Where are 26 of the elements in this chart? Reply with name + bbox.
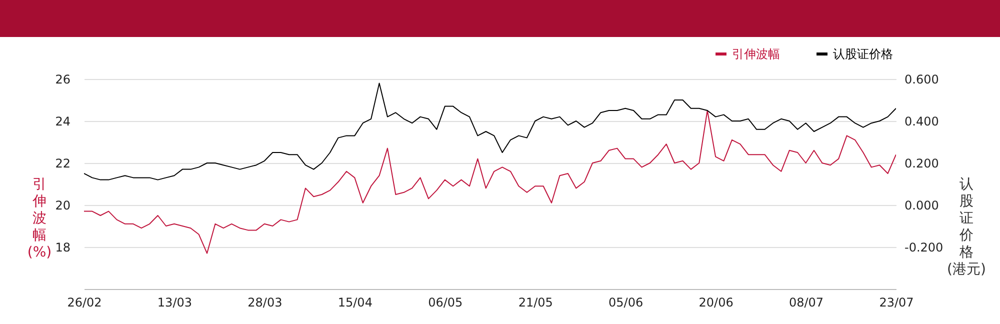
y2-tick-label: 0.400 bbox=[904, 114, 939, 128]
x-tick-label: 06/05 bbox=[428, 296, 463, 310]
y2-tick-label: 0.200 bbox=[904, 156, 939, 170]
x-tick-label: 20/06 bbox=[698, 296, 734, 310]
y2-tick-label: 0.000 bbox=[904, 198, 939, 212]
x-tick-label: 23/07 bbox=[879, 296, 914, 310]
x-tick-label: 08/07 bbox=[788, 296, 824, 310]
x-tick-label: 26/02 bbox=[67, 296, 102, 310]
x-tick-label: 05/06 bbox=[608, 296, 644, 310]
y-tick-label: 20 bbox=[55, 198, 70, 212]
x-tick-label: 28/03 bbox=[248, 296, 282, 310]
legend-label: 认股证价格 bbox=[833, 47, 893, 61]
y-tick-label: 24 bbox=[55, 114, 70, 128]
y2-axis-title: 认股证价格 (港元) bbox=[947, 176, 986, 278]
x-tick-label: 21/05 bbox=[518, 296, 553, 310]
legend-label: 引伸波幅 bbox=[732, 47, 780, 61]
y2-tick-label: -0.200 bbox=[904, 240, 944, 254]
line-series bbox=[84, 82, 896, 180]
x-tick-label: 13/03 bbox=[157, 296, 192, 310]
y-tick-label: 18 bbox=[55, 240, 70, 254]
y2-tick-label: 0.600 bbox=[904, 72, 939, 86]
y-axis-title: 引伸波幅 (%) bbox=[27, 176, 52, 260]
x-tick-label: 15/04 bbox=[338, 296, 372, 310]
y-tick-label: 22 bbox=[55, 156, 70, 170]
line-series bbox=[84, 110, 896, 254]
y-tick-label: 26 bbox=[55, 72, 70, 86]
